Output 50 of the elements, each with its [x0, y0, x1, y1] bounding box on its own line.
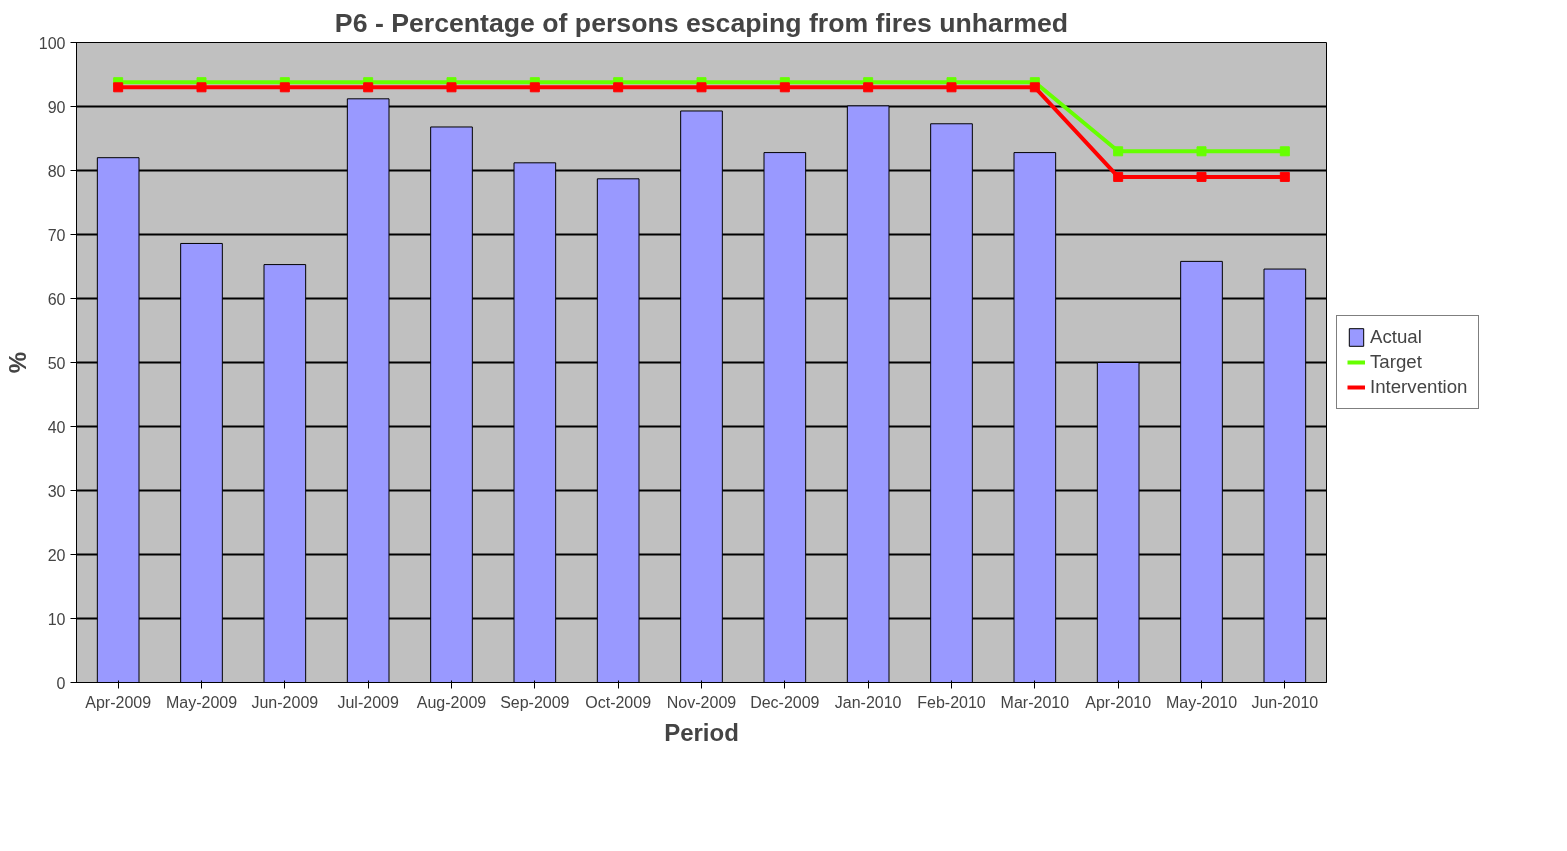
- x-tick-label: Apr-2010: [1085, 693, 1152, 711]
- y-tick-label: 100: [38, 34, 66, 52]
- point: [1196, 171, 1207, 182]
- point: [363, 82, 374, 93]
- point: [779, 82, 790, 93]
- point: [279, 82, 290, 93]
- point: [1196, 146, 1207, 157]
- point: [1279, 171, 1290, 182]
- x-tick-label: Jun-2009: [251, 693, 319, 711]
- point: [696, 82, 707, 93]
- y-tick-label: 10: [47, 610, 66, 628]
- point: [1113, 171, 1124, 182]
- point: [1113, 146, 1124, 157]
- point: [613, 82, 624, 93]
- x-tick-label: Oct-2009: [585, 693, 652, 711]
- x-tick-label: Feb-2010: [917, 693, 986, 711]
- legend-label: Intervention: [1370, 376, 1468, 398]
- point: [446, 82, 457, 93]
- y-tick-label: 80: [47, 162, 66, 180]
- x-tick-label: Nov-2009: [666, 693, 737, 711]
- point: [863, 82, 874, 93]
- x-tick-label: May-2010: [1165, 693, 1238, 711]
- x-tick-label: Jan-2010: [834, 693, 902, 711]
- point: [1279, 146, 1290, 157]
- x-tick-label: Jul-2009: [337, 693, 399, 711]
- y-tick-label: 40: [47, 418, 66, 436]
- x-tick-label: May-2009: [165, 693, 238, 711]
- x-axis-title: Period: [664, 718, 739, 746]
- x-tick-label: Jun-2010: [1251, 693, 1319, 711]
- x-tick-label: Mar-2010: [1000, 693, 1070, 711]
- point: [529, 82, 540, 93]
- y-tick-label: 30: [47, 482, 66, 500]
- point: [196, 82, 207, 93]
- y-tick-label: 50: [47, 354, 66, 372]
- x-tick-label: Aug-2009: [416, 693, 487, 711]
- x-tick-label: Dec-2009: [750, 693, 820, 711]
- y-axis-title: %: [3, 351, 31, 374]
- legend-label: Actual: [1370, 326, 1422, 348]
- y-tick-label: 60: [47, 290, 66, 308]
- point: [946, 82, 957, 93]
- legend-label: Target: [1370, 351, 1422, 373]
- chart-title: P6 - Percentage of persons escaping from fires unharmed: [334, 7, 1069, 38]
- y-tick-label: 70: [47, 226, 66, 244]
- y-tick-label: 90: [47, 98, 66, 116]
- y-tick-label: 20: [47, 546, 66, 564]
- point: [113, 82, 124, 93]
- point: [1029, 82, 1040, 93]
- x-tick-label: Apr-2009: [85, 693, 152, 711]
- y-tick-label: 0: [56, 674, 66, 692]
- x-tick-label: Sep-2009: [500, 693, 570, 711]
